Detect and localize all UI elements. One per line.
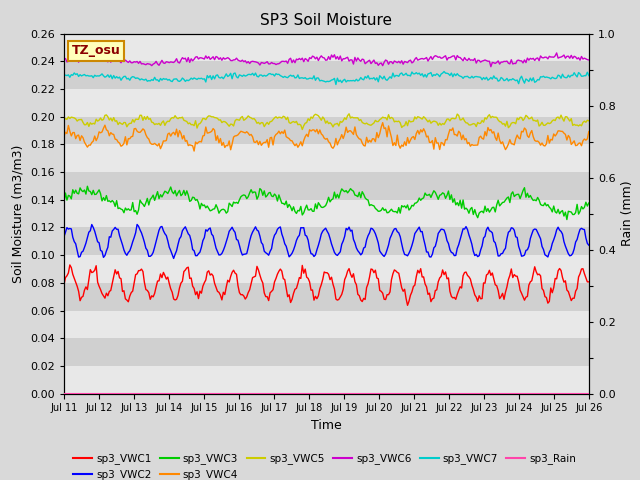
Y-axis label: Rain (mm): Rain (mm) <box>621 181 634 246</box>
Bar <box>64 255 589 283</box>
X-axis label: Time: Time <box>311 419 342 432</box>
Bar <box>64 311 589 338</box>
Bar <box>64 117 589 144</box>
Bar <box>64 172 589 200</box>
Bar <box>64 34 589 61</box>
Title: SP3 Soil Moisture: SP3 Soil Moisture <box>260 13 392 28</box>
Bar <box>64 228 589 255</box>
Bar <box>64 89 589 117</box>
Text: TZ_osu: TZ_osu <box>72 44 120 58</box>
Y-axis label: Soil Moisture (m3/m3): Soil Moisture (m3/m3) <box>12 144 24 283</box>
Legend: sp3_VWC1, sp3_VWC2, sp3_VWC3, sp3_VWC4, sp3_VWC5, sp3_VWC6, sp3_VWC7, sp3_Rain: sp3_VWC1, sp3_VWC2, sp3_VWC3, sp3_VWC4, … <box>69 449 580 480</box>
Bar <box>64 61 589 89</box>
Bar <box>64 200 589 228</box>
Bar <box>64 366 589 394</box>
Bar <box>64 338 589 366</box>
Bar <box>64 144 589 172</box>
Bar <box>64 283 589 311</box>
